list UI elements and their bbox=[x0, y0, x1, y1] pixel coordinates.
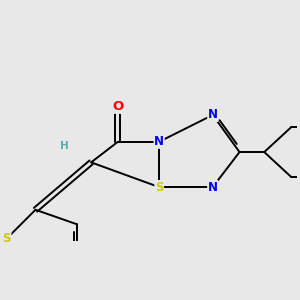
Text: N: N bbox=[154, 135, 164, 148]
Text: S: S bbox=[2, 232, 11, 245]
Text: S: S bbox=[155, 181, 164, 194]
Text: O: O bbox=[112, 100, 124, 113]
Text: N: N bbox=[208, 109, 218, 122]
Text: N: N bbox=[208, 181, 218, 194]
Text: H: H bbox=[60, 141, 69, 151]
